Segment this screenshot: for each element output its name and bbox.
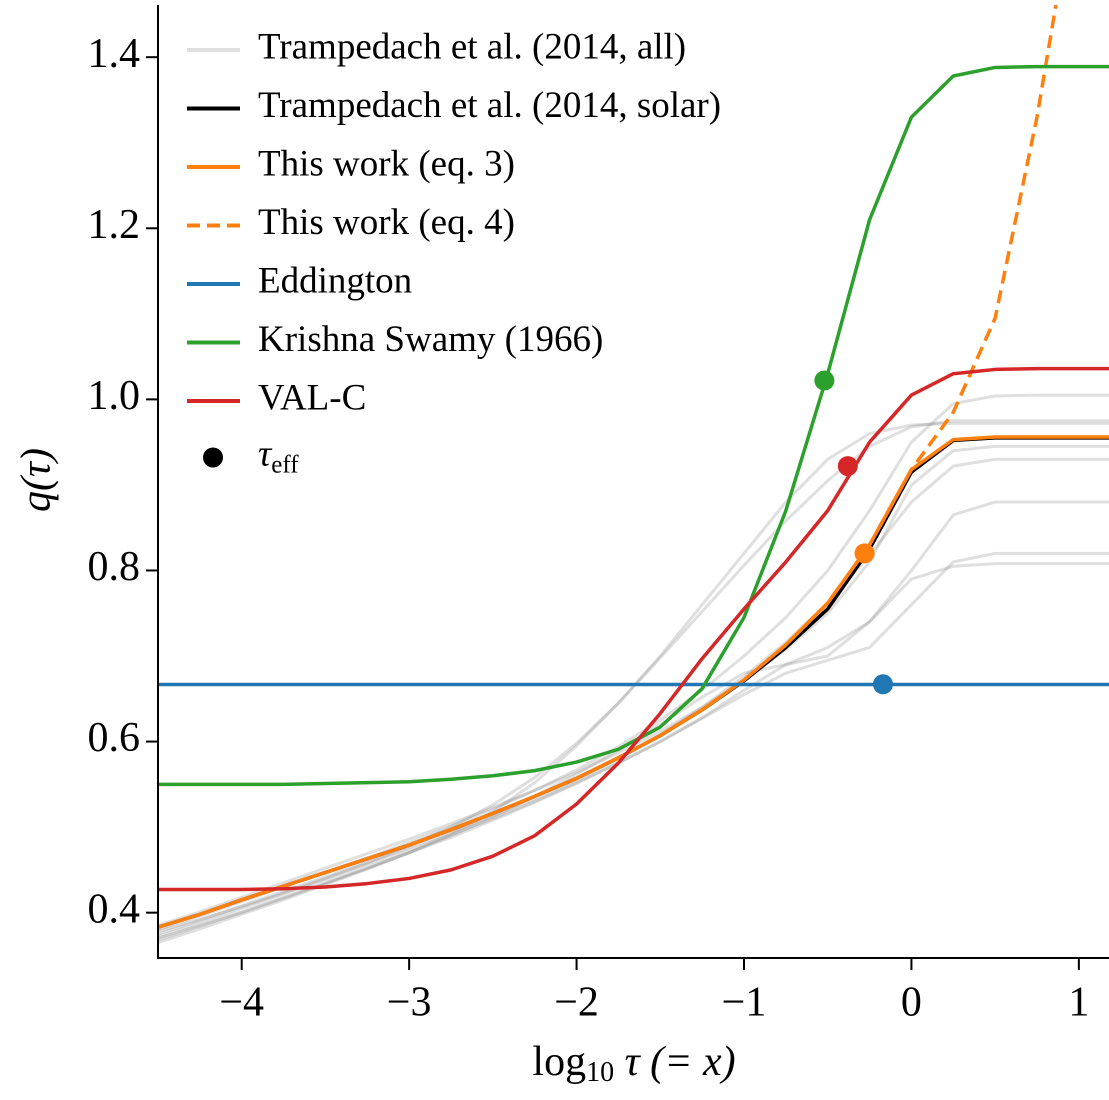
x-tick-label: −1	[722, 980, 767, 1026]
y-tick-label: 0.6	[88, 715, 141, 761]
y-tick-label: 1.4	[88, 31, 141, 77]
series-line	[158, 421, 1109, 940]
x-tick-label: 0	[901, 980, 922, 1026]
legend-label: Trampedach et al. (2014, all)	[258, 26, 686, 67]
legend-label: Trampedach et al. (2014, solar)	[258, 85, 721, 126]
legend-label: Krishna Swamy (1966)	[258, 319, 603, 360]
series-line	[158, 500, 1109, 939]
series-line	[158, 551, 1109, 942]
legend-label: This work (eq. 4)	[258, 202, 515, 243]
legend-label: τeff	[258, 434, 299, 478]
legend-label: VAL-C	[258, 377, 366, 418]
x-tick-label: −3	[387, 980, 432, 1026]
series-line	[158, 366, 1109, 892]
y-tick-label: 1.0	[88, 373, 141, 419]
tau-eff-point	[837, 456, 858, 477]
x-tick-label: 1	[1068, 980, 1089, 1026]
series-line	[158, 419, 1109, 933]
x-axis-label: log10 τ (= x)	[532, 1039, 735, 1089]
x-label-rest: τ (= x)	[614, 1039, 736, 1085]
y-tick-label: 1.2	[88, 202, 141, 248]
legend: Trampedach et al. (2014, all) Trampedach …	[187, 26, 721, 478]
series-line	[158, 393, 1109, 932]
legend-label: Eddington	[258, 260, 412, 301]
series-line	[158, 457, 1109, 936]
x-label-sub: 10	[586, 1057, 614, 1088]
plot-area	[158, 5, 1109, 945]
tau-eff-point	[872, 674, 893, 695]
legend-marker	[203, 447, 223, 468]
tau-eff-point	[814, 370, 835, 391]
series-line	[158, 5, 1058, 929]
x-tick-label: −2	[554, 980, 599, 1026]
tau-symbol: τ	[258, 434, 273, 475]
y-tick-label: 0.4	[88, 886, 141, 932]
y-tick-label: 0.8	[88, 544, 141, 590]
x-tick-label: −4	[219, 980, 264, 1026]
y-axis-label: q(τ)	[14, 448, 60, 512]
tau-subscript: eff	[271, 451, 299, 478]
legend-label: This work (eq. 3)	[258, 143, 515, 184]
series-line	[158, 444, 1109, 927]
x-label-main: log	[532, 1039, 586, 1085]
tau-eff-point	[854, 543, 875, 564]
